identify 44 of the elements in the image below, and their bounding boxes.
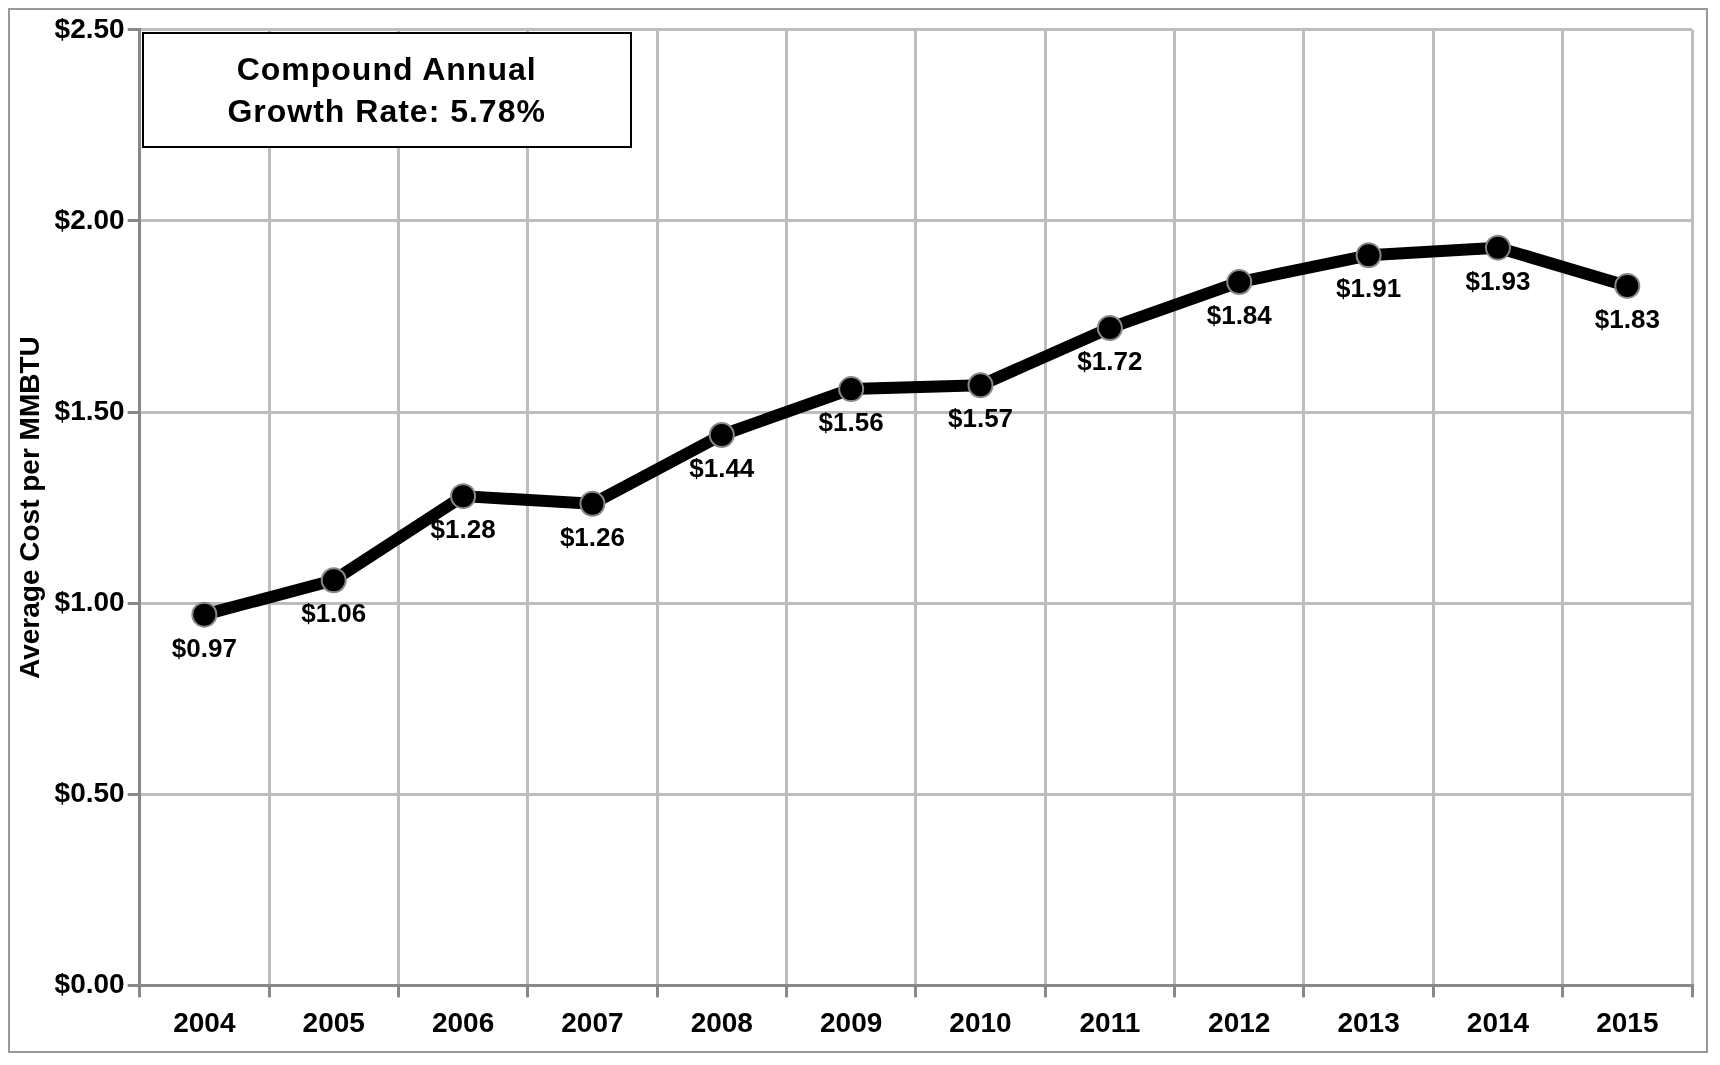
x-tick-label: 2008: [690, 1006, 753, 1038]
point: [1484, 234, 1511, 261]
y-tick-label: $1.50: [54, 394, 125, 426]
data-label: $1.56: [818, 407, 884, 438]
data-label: $1.44: [689, 453, 755, 484]
data-label: $1.57: [947, 403, 1014, 434]
x-tick-label: 2015: [1596, 1006, 1659, 1038]
data-label: $1.93: [1465, 265, 1531, 296]
data-label: $1.84: [1206, 300, 1273, 331]
point: [579, 490, 606, 517]
x-tick-label: 2013: [1337, 1006, 1400, 1038]
point: [320, 567, 347, 594]
x-tick-label: 2005: [302, 1006, 365, 1038]
x-tick-label: 2009: [820, 1006, 883, 1038]
point: [1614, 272, 1641, 299]
point: [450, 483, 477, 510]
x-tick-label: 2004: [173, 1006, 236, 1038]
y-axis-title: Average Cost per MMBTU: [13, 336, 45, 679]
data-label: $1.91: [1336, 273, 1402, 304]
point: [838, 376, 865, 403]
data-label: $1.06: [301, 598, 367, 629]
y-tick-label: $0.50: [54, 777, 125, 808]
point: [708, 421, 735, 448]
data-label: $1.28: [430, 514, 496, 545]
note-box: Compound Annual Growth Rate: 5.78%: [141, 31, 632, 148]
x-tick-label: 2012: [1208, 1006, 1271, 1038]
data-label: $1.83: [1594, 304, 1660, 335]
x-tick-label: 2006: [431, 1006, 495, 1038]
x-tick-label: 2011: [1079, 1006, 1141, 1038]
x-tick-label: 2010: [949, 1006, 1012, 1038]
y-tick-label: $2.50: [54, 12, 125, 44]
point: [967, 372, 994, 399]
data-label: $1.26: [559, 521, 625, 552]
y-tick-label: $1.00: [54, 585, 125, 617]
point: [1226, 269, 1253, 296]
x-tick-label: 2014: [1466, 1006, 1530, 1038]
data-label: $1.72: [1077, 346, 1143, 377]
y-tick-label: $0.00: [54, 968, 125, 1000]
point: [1096, 314, 1123, 341]
x-tick-label: 2007: [561, 1006, 624, 1038]
data-label: $0.97: [171, 632, 237, 663]
point: [191, 601, 218, 628]
y-tick-label: $2.00: [54, 203, 125, 235]
point: [1355, 242, 1382, 269]
